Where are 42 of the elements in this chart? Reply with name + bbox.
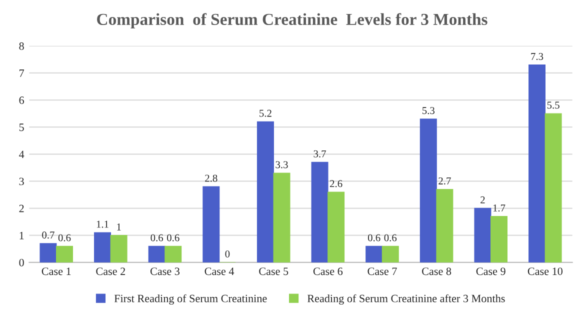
- data-label: 1: [117, 223, 121, 230]
- x-tick-label: Case 2: [96, 268, 126, 276]
- y-tick-label: 8: [19, 42, 24, 50]
- y-tick-label: 0: [19, 258, 24, 266]
- data-label: 0.6: [368, 234, 380, 242]
- x-tick-label: Case 4: [204, 268, 234, 276]
- x-tick-label: Case 8: [422, 268, 452, 276]
- data-label: 0.6: [150, 234, 164, 242]
- legend-label: First Reading of Serum Creatinine: [114, 294, 267, 305]
- data-label: 7.3: [531, 52, 544, 60]
- data-label: 5.3: [422, 107, 434, 114]
- x-tick-label: Case 9: [476, 268, 506, 276]
- y-tick-label: 7: [20, 70, 24, 77]
- y-tick-label: 5: [19, 124, 24, 132]
- y-tick-label: 4: [19, 150, 24, 158]
- data-label: 2.7: [438, 177, 451, 184]
- data-label: 0.6: [58, 234, 71, 242]
- data-label: 0: [225, 250, 230, 258]
- data-label: 2.8: [205, 174, 218, 182]
- x-tick-label: Case 6: [313, 268, 343, 276]
- data-label: 0.6: [384, 234, 397, 242]
- y-tick-label: 3: [19, 178, 24, 186]
- x-tick-label: Case 10: [528, 268, 562, 276]
- data-label: 5.5: [547, 102, 560, 109]
- chart-title: Comparison of Serum Creatinine Levels for 3 Months: [97, 13, 488, 28]
- y-tick-label: 1: [20, 232, 24, 240]
- data-label: 2.6: [330, 180, 342, 188]
- data-label: 5.2: [260, 110, 272, 117]
- data-label: 2: [480, 196, 485, 204]
- x-tick-label: Case 1: [42, 268, 71, 276]
- data-label: 3.3: [276, 161, 288, 168]
- data-label: 1.7: [493, 204, 506, 212]
- x-tick-label: Case 7: [368, 268, 397, 276]
- data-label: 0.7: [42, 232, 54, 239]
- y-tick-label: 6: [19, 96, 24, 104]
- y-tick-label: 2: [19, 204, 24, 212]
- x-tick-label: Case 5: [259, 268, 288, 276]
- legend-label: Reading of Serum Creatinine after 3 Months: [307, 294, 505, 305]
- data-label: 0.6: [167, 234, 180, 242]
- data-label: 1.1: [96, 220, 108, 228]
- data-label: 3.7: [314, 150, 326, 158]
- x-tick-label: Case 3: [150, 268, 180, 276]
